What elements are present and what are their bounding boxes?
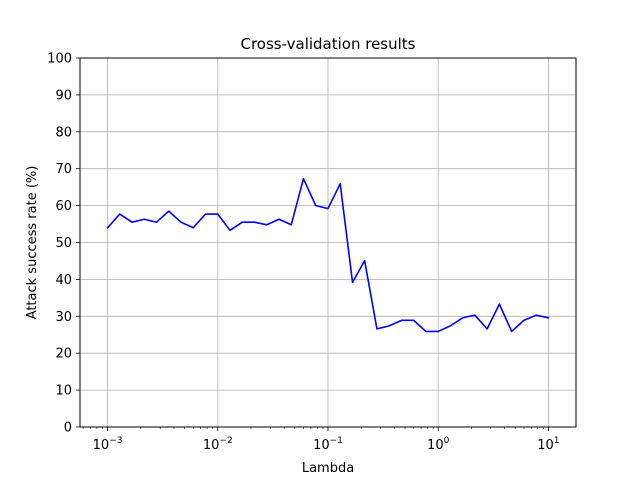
x-tick-label: 10−1: [313, 436, 343, 453]
grid: [80, 57, 576, 428]
y-axis-label: Attack success rate (%): [25, 166, 40, 320]
y-tick-label: 30: [55, 310, 72, 325]
y-tick-label: 70: [55, 162, 72, 177]
series-layer: [106, 177, 550, 333]
series-line-0: [106, 177, 550, 333]
chart-title: Cross-validation results: [241, 35, 416, 53]
y-tick-label: 20: [55, 347, 72, 362]
x-tick-label: 101: [537, 436, 559, 453]
y-tick-label: 50: [55, 236, 72, 251]
y-tick-label: 90: [55, 88, 72, 103]
x-tick-label: 10−3: [93, 436, 123, 453]
x-tick-label: 10−2: [203, 436, 233, 453]
x-tick-label: 100: [427, 436, 450, 453]
y-tick-label: 40: [55, 273, 72, 288]
ticks: 0 10 20 30 40 50 60 70 80 90 100 10−3 10−2 10−1 100 101: [47, 52, 559, 454]
y-tick-label: 80: [55, 125, 72, 140]
y-tick-label: 100: [47, 52, 72, 67]
x-axis-label: Lambda: [302, 461, 354, 476]
y-tick-label: 60: [55, 199, 72, 214]
y-tick-label: 10: [55, 384, 72, 399]
y-tick-label: 0: [64, 421, 72, 436]
